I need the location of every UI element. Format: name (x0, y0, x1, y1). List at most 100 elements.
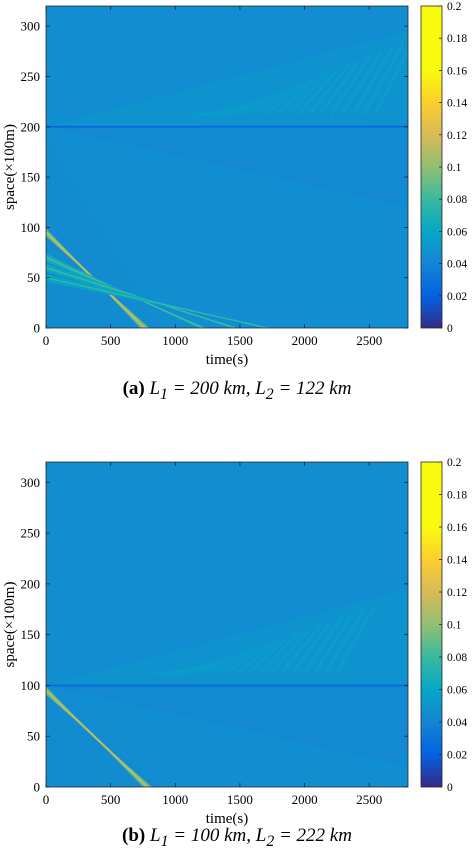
colorbar-tick-label: 0.2 (447, 457, 462, 469)
colorbar-tick-label: 0.16 (447, 65, 467, 77)
colorbar-tick-label: 0.2 (447, 1, 462, 13)
caption-a-l1-sub: 1 (160, 385, 168, 403)
upstream-wave-core-1 (46, 689, 149, 787)
downstream-stripe-15 (302, 616, 344, 675)
plot-frame (45, 5, 409, 329)
colorbar-tick-label: 0.18 (447, 33, 467, 45)
downstream-fan (46, 588, 408, 686)
x-tick-label: 1000 (162, 333, 188, 348)
downstream-stripe-11 (258, 632, 300, 675)
y-tick-label: 50 (27, 270, 40, 285)
caption-b-l2-sub: 2 (266, 832, 275, 850)
colorbar-tick-label: 0.1 (447, 162, 462, 174)
y-tick-label: 100 (21, 220, 41, 235)
colorbar-tick-label: 0.08 (447, 194, 467, 206)
colorbar-tick-label: 0.12 (447, 130, 467, 142)
y-tick-label: 50 (27, 729, 40, 744)
y-tick-label: 200 (21, 576, 41, 591)
downstream-stripe-16 (351, 47, 394, 116)
caption-b-l1: L (150, 825, 161, 846)
colorbar-tick-label: 0.02 (447, 291, 467, 303)
downstream-stripe-9 (236, 640, 278, 675)
colorbar-tick-label: 0 (447, 782, 453, 794)
colorbar-tick-label: 0.06 (447, 685, 467, 697)
x-tick-label: 2000 (292, 792, 318, 807)
heatmap-b-svg: 0 500 1000 1500 2000 2500 0 50 100 150 200 250 300 ti… (2, 457, 467, 827)
x-axis-label: time(s) (206, 352, 249, 368)
colorbar (420, 5, 443, 329)
x-tick-label: 2500 (356, 792, 382, 807)
x-tick-label: 2500 (356, 333, 382, 348)
downstream-stripe-13 (318, 60, 361, 116)
colorbar-tick-label: 0.02 (447, 750, 467, 762)
colorbar-tick-label: 0 (447, 323, 453, 335)
heatmap-a-svg: 0 500 1000 1500 2000 2500 0 50 100 150 200 250 300 ti… (2, 1, 467, 368)
x-axis-label: time(s) (206, 811, 249, 827)
caption-b-l1-sub: 1 (160, 832, 169, 850)
caption-b-label: (b) (122, 825, 146, 846)
colorbar-tick-label: 0.16 (447, 522, 467, 534)
y-axis-label: space(×100m) (2, 124, 18, 210)
colorbar-tick-label: 0.04 (447, 717, 467, 729)
heatmap-field (46, 6, 408, 328)
colorbar-tick-label: 0.04 (447, 259, 467, 271)
caption-b-l2: L (255, 825, 267, 846)
y-tick-label: 200 (21, 119, 41, 134)
downstream-stripe-11 (296, 69, 339, 116)
downstream-stripe-7 (253, 86, 294, 116)
downstream-stripe-18 (373, 47, 408, 116)
upstream-fan (46, 126, 408, 208)
colorbar (420, 461, 443, 788)
x-tick-label: 1500 (227, 792, 253, 807)
colorbar-tick-label: 0.14 (447, 98, 467, 110)
caption-b: (b) L1 = 100 km, L2 = 222 km (0, 825, 474, 851)
downstream-stripe-13 (280, 624, 322, 675)
y-tick-label: 0 (34, 780, 41, 795)
lower-region (46, 136, 163, 328)
downstream-stripe-12 (307, 64, 350, 116)
x-tick-label: 1500 (227, 333, 253, 348)
y-tick-label: 0 (34, 321, 41, 336)
y-tick-label: 150 (21, 170, 41, 185)
colorbar-tick-label: 0.08 (447, 652, 467, 664)
downstream-stripe-17 (323, 608, 366, 675)
upstream-fan (46, 685, 408, 767)
colorbar-tick-label: 0.18 (447, 490, 467, 502)
y-axis-label: space(×100m) (2, 582, 18, 668)
x-tick-label: 500 (101, 792, 121, 807)
caption-a-label: (a) (122, 378, 145, 399)
downstream-stripe-18 (334, 604, 377, 674)
y-tick-label: 300 (21, 475, 41, 490)
x-tick-label: 1000 (162, 792, 188, 807)
x-tick-label: 2000 (292, 333, 318, 348)
downstream-stripe-6 (242, 91, 283, 116)
x-tick-label: 0 (43, 333, 50, 348)
caption-a-l1: L (149, 378, 161, 399)
panel-b: 0 500 1000 1500 2000 2500 0 50 100 150 200 250 300 ti… (0, 432, 474, 863)
downstream-stripe-6 (203, 652, 244, 675)
downstream-stripe-10 (286, 73, 327, 116)
colorbar-tick-label: 0.14 (447, 555, 467, 567)
downstream-stripe-10 (247, 636, 289, 675)
y-tick-label: 150 (21, 627, 41, 642)
y-tick-label: 100 (21, 678, 41, 693)
caption-a-l2-sub: 2 (265, 385, 274, 403)
panel-a: 0 500 1000 1500 2000 2500 0 50 100 150 200 250 300 ti… (2, 1, 467, 403)
downstream-stripe-14 (329, 56, 372, 116)
x-tick-label: 0 (43, 792, 50, 807)
y-tick-label: 250 (21, 69, 41, 84)
y-tick-label: 300 (21, 19, 41, 34)
downstream-stripe-8 (225, 644, 267, 675)
colorbar-tick-label: 0.1 (447, 620, 462, 632)
plot-frame (45, 461, 409, 788)
caption-a-l2: L (255, 378, 266, 399)
caption-b-l2-value: = 222 km (278, 825, 352, 846)
colorbar-tick-label: 0.06 (447, 226, 467, 238)
downstream-stripe-8 (264, 82, 305, 116)
caption-a-l1-value: = 200 km, (172, 378, 251, 399)
upstream-wave-core-4 (46, 277, 268, 328)
downstream-stripe-5 (231, 95, 272, 117)
downstream-stripe-5 (192, 655, 233, 675)
downstream-stripe-7 (214, 648, 255, 675)
x-tick-label: 500 (101, 333, 121, 348)
